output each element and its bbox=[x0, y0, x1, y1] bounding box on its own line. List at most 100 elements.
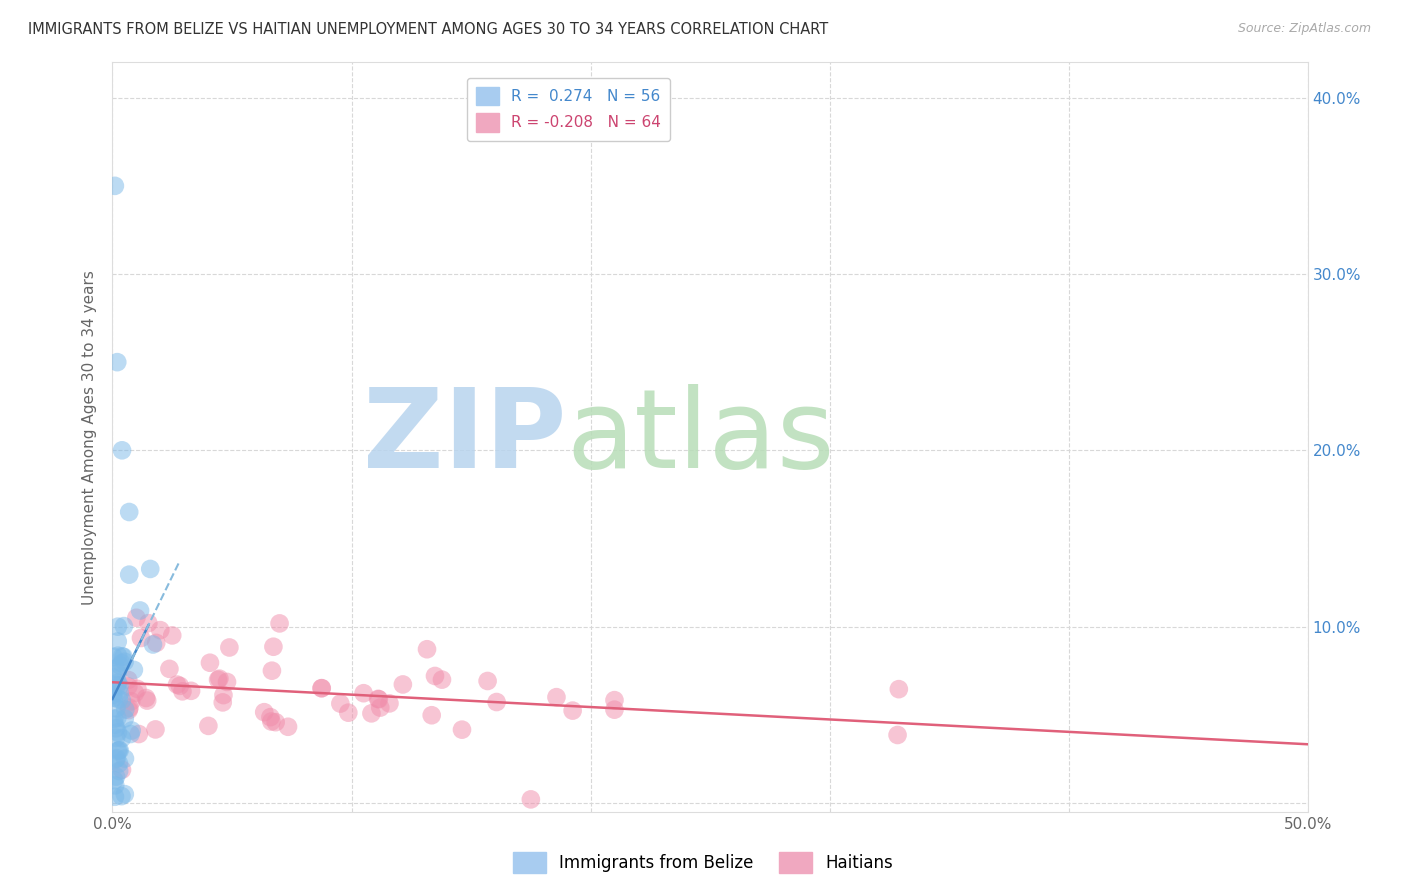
Text: Source: ZipAtlas.com: Source: ZipAtlas.com bbox=[1237, 22, 1371, 36]
Point bbox=[368, 700, 391, 714]
Point bbox=[260, 664, 283, 678]
Point bbox=[112, 619, 135, 633]
Point bbox=[603, 693, 626, 707]
Point bbox=[329, 697, 352, 711]
Point bbox=[103, 773, 125, 788]
Point bbox=[105, 770, 128, 784]
Point bbox=[104, 717, 127, 731]
Y-axis label: Unemployment Among Ages 30 to 34 years: Unemployment Among Ages 30 to 34 years bbox=[82, 269, 97, 605]
Point bbox=[111, 443, 134, 458]
Point bbox=[166, 677, 188, 691]
Text: atlas: atlas bbox=[567, 384, 835, 491]
Point bbox=[114, 712, 136, 726]
Point bbox=[120, 727, 142, 741]
Point bbox=[107, 692, 129, 706]
Point bbox=[430, 673, 453, 687]
Point bbox=[886, 728, 908, 742]
Point bbox=[561, 704, 583, 718]
Point bbox=[103, 688, 125, 702]
Text: ZIP: ZIP bbox=[363, 384, 567, 491]
Point bbox=[172, 684, 194, 698]
Point bbox=[180, 683, 202, 698]
Point bbox=[111, 693, 134, 707]
Point bbox=[145, 723, 167, 737]
Point bbox=[138, 616, 160, 631]
Point bbox=[127, 681, 149, 696]
Point bbox=[212, 688, 235, 702]
Point bbox=[107, 620, 129, 634]
Point bbox=[311, 681, 333, 695]
Point bbox=[887, 682, 910, 697]
Point bbox=[107, 666, 129, 681]
Point bbox=[114, 787, 136, 801]
Point bbox=[111, 731, 134, 746]
Point bbox=[105, 721, 128, 735]
Point bbox=[108, 743, 131, 757]
Point bbox=[107, 725, 129, 739]
Point bbox=[136, 693, 159, 707]
Point bbox=[108, 658, 131, 673]
Point bbox=[114, 655, 136, 669]
Point bbox=[269, 616, 291, 631]
Point bbox=[477, 673, 499, 688]
Legend: Immigrants from Belize, Haitians: Immigrants from Belize, Haitians bbox=[506, 846, 900, 880]
Point bbox=[197, 719, 219, 733]
Point bbox=[122, 663, 145, 677]
Point bbox=[117, 680, 139, 694]
Point bbox=[277, 720, 299, 734]
Point bbox=[117, 673, 139, 687]
Point bbox=[157, 662, 180, 676]
Point bbox=[139, 562, 162, 576]
Point bbox=[108, 764, 131, 778]
Point bbox=[262, 640, 284, 654]
Point bbox=[104, 789, 127, 804]
Point bbox=[105, 751, 128, 765]
Point bbox=[125, 611, 148, 625]
Point bbox=[367, 692, 389, 706]
Point bbox=[142, 638, 165, 652]
Legend: R =  0.274   N = 56, R = -0.208   N = 64: R = 0.274 N = 56, R = -0.208 N = 64 bbox=[467, 78, 671, 141]
Point bbox=[253, 705, 276, 719]
Point bbox=[420, 708, 443, 723]
Point bbox=[111, 649, 134, 664]
Point bbox=[129, 631, 152, 645]
Point bbox=[215, 674, 238, 689]
Point bbox=[118, 700, 141, 714]
Point bbox=[423, 669, 446, 683]
Point bbox=[105, 355, 128, 369]
Point bbox=[129, 603, 152, 617]
Point bbox=[378, 697, 401, 711]
Point bbox=[105, 731, 128, 745]
Point bbox=[207, 673, 229, 687]
Point bbox=[169, 679, 191, 693]
Point bbox=[353, 686, 375, 700]
Point bbox=[121, 723, 143, 738]
Point bbox=[118, 703, 141, 717]
Point bbox=[105, 701, 128, 715]
Point bbox=[105, 711, 128, 725]
Point bbox=[104, 752, 127, 766]
Point bbox=[107, 743, 129, 757]
Point bbox=[108, 686, 131, 700]
Point bbox=[392, 677, 415, 691]
Point bbox=[111, 763, 134, 777]
Point bbox=[451, 723, 474, 737]
Text: IMMIGRANTS FROM BELIZE VS HAITIAN UNEMPLOYMENT AMONG AGES 30 TO 34 YEARS CORRELA: IMMIGRANTS FROM BELIZE VS HAITIAN UNEMPL… bbox=[28, 22, 828, 37]
Point bbox=[107, 675, 129, 690]
Point bbox=[311, 681, 333, 696]
Point bbox=[103, 690, 125, 705]
Point bbox=[259, 710, 281, 724]
Point bbox=[118, 505, 141, 519]
Point bbox=[108, 756, 131, 771]
Point bbox=[108, 679, 131, 693]
Point bbox=[128, 727, 150, 741]
Point bbox=[211, 695, 233, 709]
Point bbox=[107, 648, 129, 663]
Point bbox=[124, 686, 146, 700]
Point bbox=[162, 628, 183, 642]
Point bbox=[112, 649, 135, 664]
Point bbox=[110, 789, 132, 804]
Point bbox=[337, 706, 360, 720]
Point bbox=[104, 661, 127, 675]
Point bbox=[107, 744, 129, 758]
